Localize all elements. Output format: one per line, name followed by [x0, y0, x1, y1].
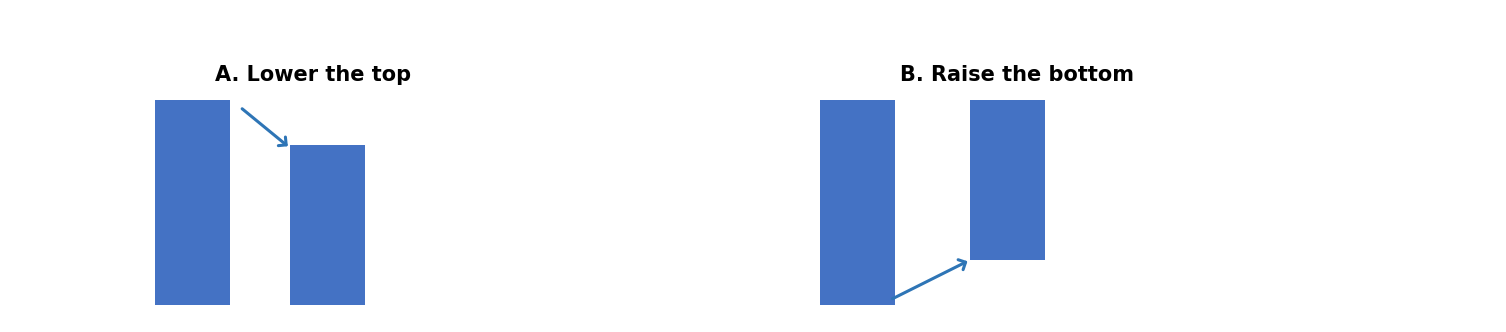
- Bar: [291, 145, 364, 305]
- Text: A. Lower the top: A. Lower the top: [215, 65, 411, 85]
- Bar: [970, 100, 1045, 260]
- Bar: [819, 100, 895, 305]
- Text: B. Raise the bottom: B. Raise the bottom: [901, 65, 1134, 85]
- Bar: [155, 100, 230, 305]
